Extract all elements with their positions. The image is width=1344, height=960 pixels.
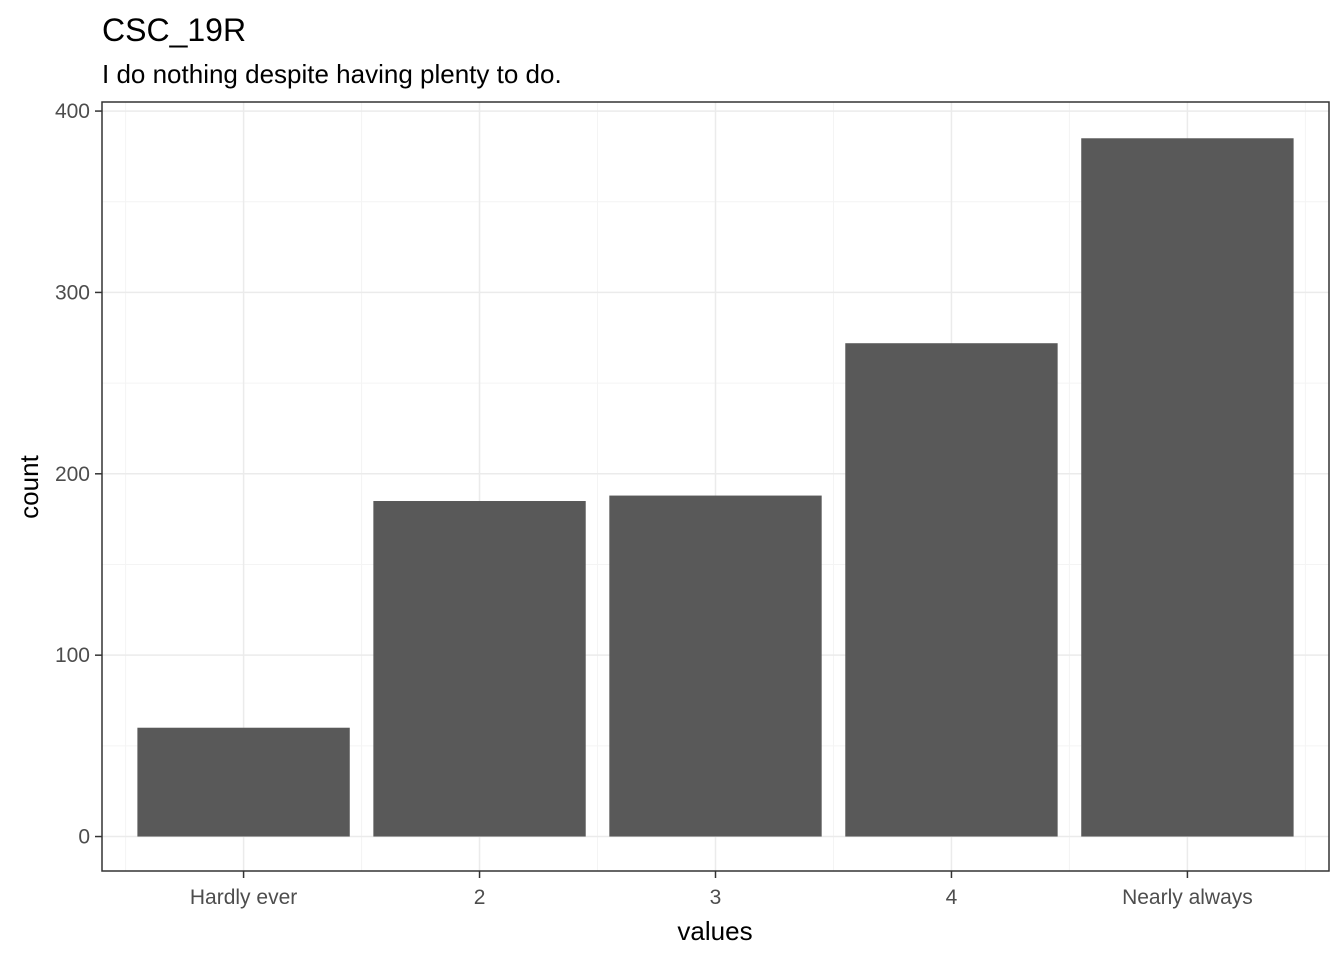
chart-title: CSC_19R [102,12,246,48]
bar [137,727,350,837]
y-axis-title: count [14,454,44,518]
x-tick-label: Nearly always [1122,886,1253,909]
y-tick-label: 300 [55,281,90,304]
y-tick-label: 0 [78,826,90,849]
y-tick-label: 400 [55,100,90,123]
chart-subtitle: I do nothing despite having plenty to do… [102,59,562,89]
y-axis: 0 100 200 300 400 [55,100,102,849]
x-tick-label: Hardly ever [190,886,297,909]
x-tick-label: 2 [474,886,486,909]
y-tick-label: 100 [55,644,90,667]
y-tick-label: 200 [55,463,90,486]
plot-panel [101,101,1330,872]
x-axis-title: values [677,916,752,946]
bar [609,495,822,837]
x-tick-label: 4 [946,886,958,909]
bar [1081,138,1294,837]
bar [845,343,1058,837]
x-tick-label: 3 [710,886,722,909]
bar [373,501,586,837]
bars [137,138,1294,837]
x-axis: Hardly ever 2 3 4 Nearly always [190,871,1253,909]
